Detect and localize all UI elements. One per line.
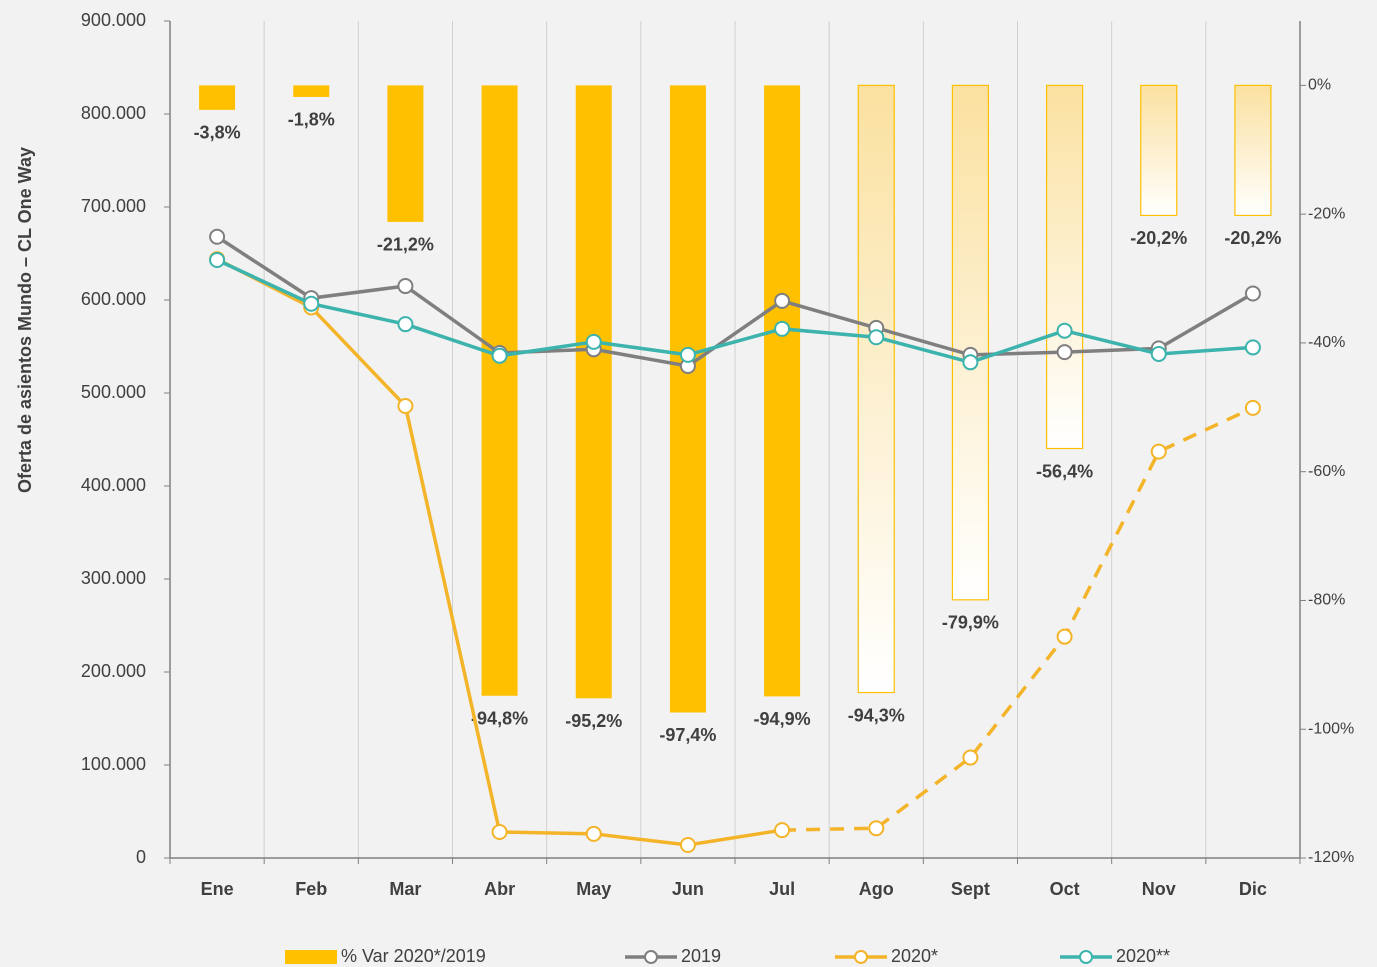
- x-tick-label: Feb: [295, 879, 327, 899]
- data-label: -94,9%: [754, 709, 811, 729]
- legend-label: 2019: [681, 946, 721, 966]
- line: [216, 258, 1254, 365]
- x-tick-label: May: [576, 879, 611, 899]
- marker: [962, 749, 979, 766]
- bar: [1234, 84, 1272, 217]
- y2-tick-label: 0%: [1308, 77, 1331, 94]
- x-tick-label: Ago: [859, 879, 894, 899]
- data-label: -79,9%: [942, 613, 999, 633]
- bar: [481, 85, 518, 696]
- marker: [1056, 322, 1073, 339]
- marker: [1150, 443, 1167, 460]
- y-tick-label: 600.000: [81, 289, 146, 309]
- marker: [1244, 285, 1261, 302]
- data-label: -21,2%: [377, 235, 434, 255]
- bar: [293, 85, 330, 97]
- y-tick-label: 200.000: [81, 661, 146, 681]
- x-tick-label: Jun: [672, 879, 704, 899]
- y2-tick-label: -120%: [1308, 849, 1354, 866]
- marker: [679, 836, 696, 853]
- x-tick-label: Nov: [1142, 879, 1176, 899]
- marker: [1244, 399, 1261, 416]
- marker: [774, 292, 791, 309]
- data-label: -56,4%: [1036, 461, 1093, 481]
- legend-label: 2020**: [1116, 946, 1170, 966]
- data-label: -95,2%: [565, 711, 622, 731]
- y-tick-label: 100.000: [81, 754, 146, 774]
- data-label: -20,2%: [1224, 228, 1281, 248]
- bar: [1140, 84, 1178, 217]
- data-label: -97,4%: [659, 725, 716, 745]
- legend-marker: [1079, 950, 1093, 964]
- x-tick-label: Oct: [1050, 879, 1080, 899]
- y-tick-label: 500.000: [81, 382, 146, 402]
- y2-tick-label: -100%: [1308, 720, 1354, 737]
- y-tick-label: 900.000: [81, 10, 146, 30]
- marker: [868, 820, 885, 837]
- marker: [1150, 345, 1167, 362]
- marker: [1244, 339, 1261, 356]
- x-tick-label: Mar: [389, 879, 421, 899]
- y-axis-label: Oferta de asientos Mundo – CL One Way: [15, 147, 35, 493]
- marker: [585, 333, 602, 350]
- legend-marker: [644, 950, 658, 964]
- marker: [491, 823, 508, 840]
- marker: [209, 228, 226, 245]
- y2-tick-label: -80%: [1308, 592, 1345, 609]
- bar: [199, 85, 236, 110]
- bar: [857, 84, 895, 694]
- y-tick-label: 400.000: [81, 475, 146, 495]
- marker: [679, 346, 696, 363]
- y-tick-label: 700.000: [81, 196, 146, 216]
- x-tick-label: Dic: [1239, 879, 1267, 899]
- bar: [575, 85, 612, 699]
- data-label: -94,3%: [848, 705, 905, 725]
- marker: [397, 278, 414, 295]
- y2-tick-label: -20%: [1308, 205, 1345, 222]
- line: [216, 235, 1254, 368]
- y-tick-label: 0: [136, 847, 146, 867]
- marker: [209, 252, 226, 269]
- y2-tick-label: -40%: [1308, 334, 1345, 351]
- data-label: -20,2%: [1130, 228, 1187, 248]
- marker: [1056, 344, 1073, 361]
- data-label: -94,8%: [471, 709, 528, 729]
- legend-marker: [854, 950, 868, 964]
- y-tick-label: 800.000: [81, 103, 146, 123]
- line: [782, 406, 1254, 832]
- bar: [387, 85, 424, 222]
- bar: [1045, 84, 1084, 450]
- marker: [962, 354, 979, 371]
- marker: [397, 398, 414, 415]
- y2-tick-label: -60%: [1308, 463, 1345, 480]
- legend-label: % Var 2020*/2019: [341, 946, 486, 966]
- legend-swatch: [285, 950, 337, 964]
- marker: [491, 347, 508, 364]
- legend-label: 2020*: [891, 946, 938, 966]
- marker: [585, 825, 602, 842]
- marker: [774, 822, 791, 839]
- marker: [1056, 628, 1073, 645]
- x-tick-label: Sept: [951, 879, 990, 899]
- marker: [774, 320, 791, 337]
- bar: [764, 85, 801, 697]
- marker: [303, 295, 320, 312]
- y-tick-label: 300.000: [81, 568, 146, 588]
- x-tick-label: Ene: [201, 879, 234, 899]
- bar: [951, 84, 990, 601]
- bar: [669, 85, 706, 713]
- data-label: -3,8%: [194, 123, 241, 143]
- x-tick-label: Abr: [484, 879, 515, 899]
- x-tick-label: Jul: [769, 879, 795, 899]
- marker: [868, 329, 885, 346]
- data-label: -1,8%: [288, 110, 335, 130]
- marker: [397, 316, 414, 333]
